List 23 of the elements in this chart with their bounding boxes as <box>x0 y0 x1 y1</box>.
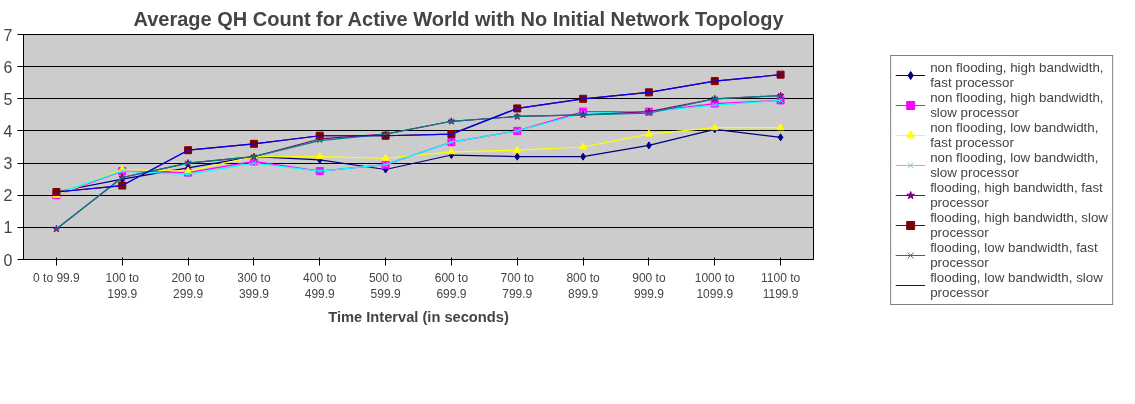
x-tick-label: 0 to 99.9 <box>33 270 81 285</box>
x-tick-label: 900 to 999.9 <box>632 270 666 302</box>
y-tick-label: 5 <box>3 90 13 108</box>
y-tick-label: 1 <box>3 219 13 237</box>
y-tick-label: 4 <box>3 122 13 140</box>
y-tick-label: 2 <box>3 187 13 205</box>
x-tick-label: 400 to 499.9 <box>303 270 337 302</box>
x-tick-label: 1000 to 1099.9 <box>694 270 736 302</box>
x-tick-label: 700 to 799.9 <box>500 270 535 302</box>
x-tick-label: 800 to 899.9 <box>566 270 601 302</box>
x-axis-title: Time Interval (in seconds) <box>328 309 509 326</box>
x-tick-label: 300 to 399.9 <box>237 270 271 302</box>
x-tick-label: 200 to 299.9 <box>171 270 206 302</box>
y-tick-label: 6 <box>3 58 13 76</box>
y-tick-label: 0 <box>3 251 13 269</box>
y-tick-label: 3 <box>3 155 13 173</box>
x-tick-label: 500 to 599.9 <box>368 270 403 302</box>
y-tick-label: 7 <box>3 26 13 44</box>
x-tick-label: 1100 to 1199.9 <box>761 270 801 302</box>
x-tick-label: 100 to 199.9 <box>105 270 140 302</box>
legend-label: flooding, low bandwidth, slow processor <box>930 270 1103 300</box>
chart-title: Average QH Count for Active World with No Initial Network Topology <box>133 7 785 30</box>
x-tick-label: 600 to 699.9 <box>434 270 469 302</box>
